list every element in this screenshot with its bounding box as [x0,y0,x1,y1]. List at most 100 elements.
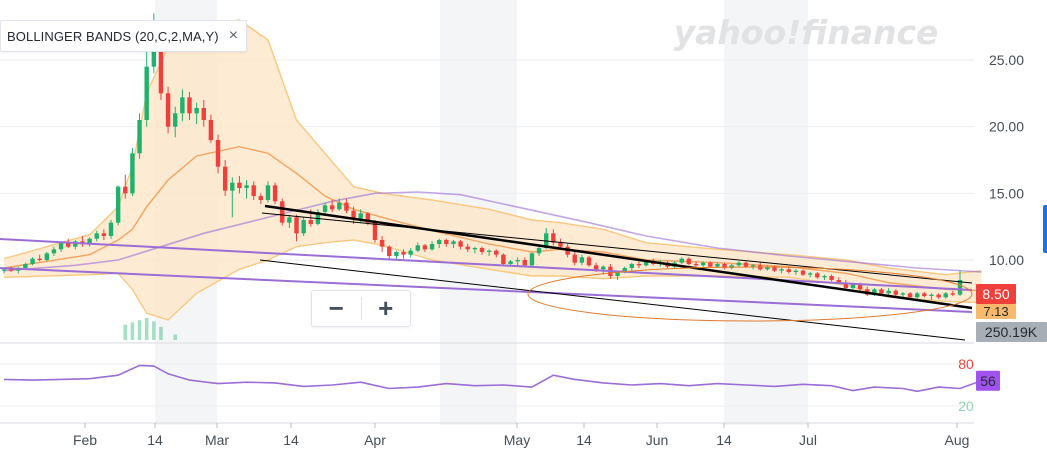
candle-body [936,294,941,298]
volume-bar [159,326,163,340]
candle [237,176,242,194]
candle [479,246,485,255]
candle-body [158,40,164,94]
candle-body [436,240,442,244]
candle [779,268,784,274]
zoom-in-button[interactable]: + [378,293,394,323]
candle-body [629,264,635,268]
candle-body [593,265,599,270]
candle-body [287,217,292,223]
candle-body [415,245,421,251]
candle-body [65,242,71,247]
candle [822,274,827,280]
candle [87,237,92,247]
candle-body [180,97,185,114]
candle-body [529,253,535,266]
candle-body [772,266,777,271]
indicator-label: BOLLINGER BANDS (20,C,2,MA,Y) [7,28,219,44]
candle-body [686,258,692,264]
purple-trendline-upper [0,238,973,291]
candle [879,288,884,295]
candle-body [779,269,784,271]
x-tick-label: Jun [646,432,669,448]
candle-body [251,185,256,196]
candle [344,198,349,214]
candle-body [850,284,856,288]
candle [529,252,535,267]
candle [73,240,78,250]
candle-body [800,270,806,275]
candle-body [843,282,849,288]
candle [936,293,941,299]
candle [173,106,178,138]
candle [287,214,292,228]
candle-body [950,293,956,295]
candle [208,114,214,143]
highlight-ellipse [527,266,973,322]
period-shade [724,0,808,425]
candle [51,246,57,256]
candle [501,253,506,266]
candle-body [536,248,542,254]
candle-body [743,262,749,267]
candle [893,289,899,296]
candle-body [294,217,299,234]
date-axis: Feb 14 Mar 14 Apr May 14 Jun 14 Jul Aug [73,423,969,448]
volume-bars [123,318,178,340]
candle-body [579,257,585,263]
candle-body [258,196,264,200]
side-panel-tab[interactable] [1043,205,1047,253]
candle-body [829,276,834,280]
candle [130,148,135,196]
candle-body [201,108,206,120]
candle-body [857,284,863,290]
bollinger-fill [4,20,982,320]
candle [793,269,799,275]
candle-body [322,205,328,212]
volume-bar [137,320,142,340]
candle [280,198,285,226]
candle-body [479,248,485,252]
candle [272,182,278,204]
close-icon[interactable]: × [228,27,239,44]
candle [337,198,342,211]
candle-body [351,210,356,219]
indicator-chip[interactable]: BOLLINGER BANDS (20,C,2,MA,Y) × [0,20,248,52]
candle-body [465,246,470,250]
candle [494,249,499,258]
rsi-panel: 20 80 56 [0,356,1000,414]
candle [101,229,107,240]
candle-body [429,244,435,250]
candle-body [87,238,92,244]
candle [180,89,185,122]
candle-body [700,262,706,266]
candle-body [914,293,920,298]
candle-body [301,220,306,234]
y-tick-label: 25.00 [989,52,1024,68]
candle-body [900,293,906,295]
candle-body [401,252,406,255]
black-channel-upper [261,212,973,284]
candle-body [486,250,492,252]
last-price-label: 8.50 [982,286,1009,302]
candle [800,269,806,276]
zoom-out-button[interactable]: − [328,293,344,323]
candle [94,230,99,242]
x-tick-label: 14 [716,432,732,448]
price-labels: 8.50 7.13 250.19K [976,284,1047,342]
candle [123,174,128,199]
candle-body [786,269,791,272]
rsi-tick-label: 20 [958,398,974,414]
black-trendline-main [264,204,973,310]
candle [451,240,456,248]
candle-body [101,233,107,236]
candle [115,185,121,226]
volume-bar [173,334,178,340]
zoom-control: − + [311,290,411,327]
x-tick-label: Feb [73,432,97,448]
candle-body [943,293,948,298]
candle [943,292,948,299]
candle [30,257,35,266]
y-tick-label: 15.00 [989,185,1024,201]
